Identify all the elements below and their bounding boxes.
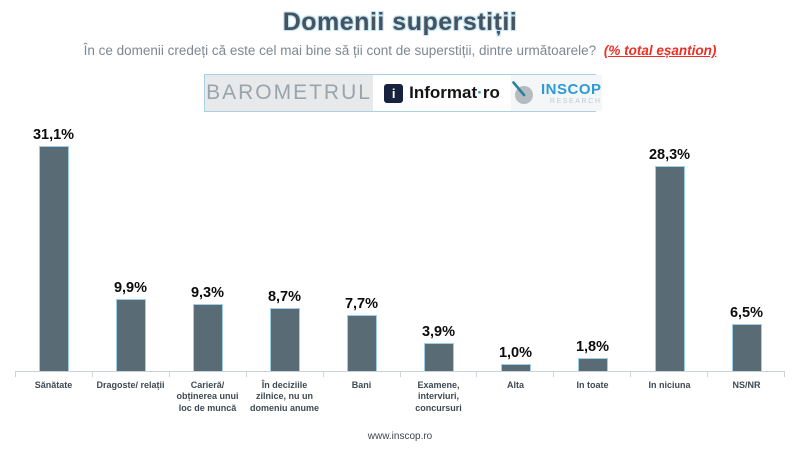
- x-axis-label: Carieră/ obținerea unui loc de muncă: [176, 380, 239, 413]
- bar: [500, 364, 531, 371]
- x-axis-label: În deciziile zilnice, nu un domeniu anum…: [249, 380, 319, 413]
- bar-chart: 31,1% 9,9% 9,3% 8,7% 7,7% 3,9% 1,0% 1,8% 28,3% 6,…: [15, 126, 786, 414]
- bar-value-label: 8,7%: [267, 289, 302, 305]
- axis-tick: [93, 372, 170, 377]
- subtitle: În ce domenii credeți că este cel mai bi…: [0, 43, 800, 58]
- bar-value-label: 1,8%: [575, 339, 610, 355]
- informat-name: Informat: [409, 83, 478, 102]
- footer-url: www.inscop.ro: [367, 431, 433, 442]
- bar-column: 31,1%: [15, 127, 92, 371]
- informat-icon: i: [384, 83, 404, 103]
- informat-label: Informat·ro: [409, 83, 500, 103]
- bar: [38, 146, 69, 371]
- informat-suffix: ro: [482, 83, 500, 102]
- bar-value-label: 3,9%: [421, 324, 456, 340]
- bar-column: 9,3%: [169, 285, 246, 371]
- bar-column: 6,5%: [708, 305, 785, 371]
- ticks-row: [15, 372, 786, 377]
- bar: [269, 308, 300, 371]
- x-axis-label: In niciuna: [648, 380, 691, 390]
- x-axis-label: Sănătate: [34, 380, 73, 390]
- axis-tick: [15, 372, 93, 377]
- x-axis-label: Examene, interviuri, concursuri: [415, 380, 462, 413]
- bar-column: 1,8%: [554, 339, 631, 371]
- axis-tick: [401, 372, 478, 377]
- axis-tick: [708, 372, 786, 377]
- bar: [654, 166, 685, 371]
- inscop-sub: RESEARCH: [549, 97, 602, 105]
- inscop-name: INSCOP: [541, 80, 602, 98]
- bar-value-label: 7,7%: [344, 296, 379, 312]
- bar: [346, 315, 377, 371]
- axis-tick: [324, 372, 401, 377]
- bar-value-label: 9,9%: [113, 280, 148, 296]
- inscop-text: INSCOP RESEARCH: [541, 82, 602, 105]
- axis-tick: [631, 372, 709, 377]
- x-axis-label: Bani: [351, 380, 372, 390]
- subtitle-text: În ce domenii credeți că este cel mai bi…: [83, 43, 597, 58]
- bar-column: 8,7%: [246, 289, 323, 371]
- bars-row: 31,1% 9,9% 9,3% 8,7% 7,7% 3,9% 1,0% 1,8% 28,3% 6,…: [15, 126, 785, 372]
- bar-value-label: 31,1%: [32, 127, 75, 143]
- inscop-compass-icon: [512, 81, 533, 104]
- axis-tick: [554, 372, 632, 377]
- bar: [577, 358, 608, 371]
- x-axis-label: Dragoste/ relații: [96, 380, 165, 390]
- axis-tick: [170, 372, 247, 377]
- bar-column: 7,7%: [323, 296, 400, 371]
- bar: [115, 299, 146, 371]
- bar-column: 3,9%: [400, 324, 477, 371]
- bar: [192, 304, 223, 371]
- bar-column: 1,0%: [477, 345, 554, 371]
- page-title: Domenii superstiții: [282, 8, 518, 36]
- bar: [731, 324, 762, 371]
- logo-banner: BAROMETRUL i Informat·ro INSCOP RESEARCH: [204, 74, 602, 112]
- x-axis-label: In toate: [576, 380, 609, 390]
- x-axis-label: Alta: [506, 380, 524, 390]
- barometrul-label: BAROMETRUL: [206, 81, 372, 104]
- bar-column: 9,9%: [92, 280, 169, 371]
- barometrul-logo: BAROMETRUL: [205, 75, 373, 111]
- bar-value-label: 6,5%: [729, 305, 764, 321]
- bar-column: 28,3%: [631, 147, 708, 371]
- axis-tick: [477, 372, 555, 377]
- informat-logo: i Informat·ro: [373, 75, 511, 111]
- bar-value-label: 28,3%: [648, 147, 691, 163]
- subtitle-highlight: (% total eșantion): [603, 43, 717, 58]
- axis-tick: [247, 372, 324, 377]
- bar: [423, 343, 454, 371]
- inscop-logo: INSCOP RESEARCH: [511, 75, 602, 111]
- x-axis-label: NS/NR: [732, 380, 761, 390]
- bar-value-label: 1,0%: [498, 345, 533, 361]
- bar-value-label: 9,3%: [190, 285, 225, 301]
- informat-dot: ·: [477, 83, 483, 102]
- x-axis-labels: Sănătate Dragoste/ relații Carieră/ obține…: [15, 378, 785, 414]
